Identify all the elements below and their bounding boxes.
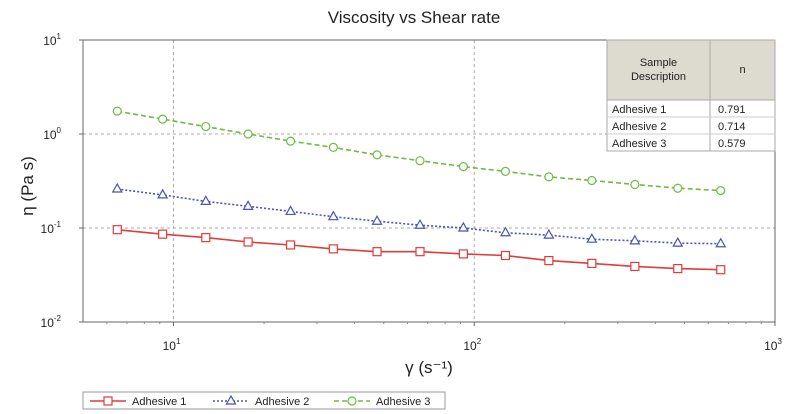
data-point: [372, 150, 382, 160]
x-tick-label: 102: [463, 337, 481, 353]
data-point: [200, 195, 212, 205]
legend-label: Adhesive 3: [376, 396, 430, 408]
series-1: [112, 225, 726, 275]
data-point: [543, 228, 555, 239]
table-header-word: Description: [631, 71, 686, 83]
table-cell-n: 0.791: [718, 104, 746, 116]
y-axis-label: η (Pa s): [18, 156, 37, 216]
data-point: [500, 166, 511, 177]
x-tick-label: 101: [163, 337, 181, 353]
data-point: [327, 210, 339, 221]
data-point: [630, 179, 640, 190]
legend-label: Adhesive 1: [132, 396, 186, 408]
data-point: [371, 215, 383, 225]
data-point: [630, 261, 640, 272]
table-header: [606, 39, 776, 101]
data-point: [672, 236, 684, 247]
data-point: [372, 247, 382, 257]
y-tick-label-base: 10: [41, 316, 55, 330]
table-cell-sample: Adhesive 2: [612, 121, 666, 133]
table-cell-n: 0.579: [718, 138, 746, 150]
y-tick-label-base: 10: [43, 128, 57, 142]
y-tick-label-exponent: 0: [57, 126, 62, 135]
data-point: [587, 258, 597, 269]
legend-label: Adhesive 2: [255, 396, 309, 408]
data-point: [458, 161, 468, 172]
legend-item-1: Adhesive 1: [90, 396, 186, 408]
table-header-word: Sample: [640, 57, 677, 69]
legend-marker: [347, 396, 357, 406]
data-point: [243, 237, 253, 247]
data-point: [586, 232, 598, 243]
data-point: [673, 183, 683, 193]
data-point: [544, 255, 554, 266]
y-tick-label: 101: [43, 32, 61, 48]
x-tick-label: 103: [764, 337, 782, 353]
data-point: [415, 247, 425, 257]
data-point: [673, 263, 683, 274]
data-point: [414, 219, 426, 229]
table-header-sample: Sample Description: [631, 57, 686, 83]
data-point: [243, 129, 253, 139]
y-tick-label-exponent: -2: [54, 314, 62, 323]
y-tick-label: 100: [43, 126, 61, 142]
data-point: [457, 221, 469, 232]
plot-frame: [82, 39, 776, 323]
data-point: [415, 156, 425, 166]
legend-item-2: Adhesive 2: [213, 394, 309, 408]
y-tick-label-exponent: 1: [57, 32, 62, 41]
data-point: [285, 136, 296, 146]
x-tick-label-exponent: 3: [777, 337, 782, 346]
data-point: [715, 237, 727, 248]
y-tick-label-base: 10: [41, 222, 55, 236]
series-2: [111, 182, 727, 248]
data-point: [328, 244, 338, 254]
y-tick-label: 10-1: [41, 220, 62, 236]
data-point: [158, 114, 168, 124]
data-point: [111, 182, 123, 193]
n-value-table: Sample Description n Adhesive 1 0.791 Adhesiv…: [606, 39, 776, 152]
data-point: [285, 240, 296, 250]
data-point: [201, 121, 211, 132]
data-point: [328, 142, 338, 153]
series-layer: [111, 106, 727, 275]
data-point: [201, 233, 211, 243]
x-tick-label-base: 10: [163, 339, 177, 353]
x-tick-label-exponent: 1: [176, 337, 181, 346]
data-point: [285, 205, 297, 216]
table-cell-n: 0.714: [718, 121, 746, 133]
data-point: [716, 185, 726, 196]
table-header-n: n: [739, 64, 745, 76]
series-3: [112, 106, 726, 196]
legend-marker: [225, 394, 237, 405]
data-point: [716, 265, 726, 275]
data-point: [544, 172, 554, 182]
legend-item-3: Adhesive 3: [334, 396, 430, 408]
y-tick-label-exponent: -1: [54, 220, 62, 229]
chart-title: Viscosity vs Shear rate: [328, 8, 501, 27]
x-tick-label-exponent: 2: [477, 337, 482, 346]
data-point: [458, 249, 468, 259]
data-point: [242, 200, 254, 210]
data-point: [500, 250, 511, 261]
table-cell-sample: Adhesive 3: [612, 138, 666, 150]
x-tick-label-base: 10: [764, 339, 778, 353]
data-point: [158, 229, 168, 239]
data-point: [157, 188, 169, 199]
y-tick-label: 10-2: [41, 314, 62, 330]
data-point: [587, 175, 597, 186]
x-tick-label-base: 10: [463, 339, 477, 353]
data-point: [112, 106, 122, 116]
y-tick-label-base: 10: [43, 34, 57, 48]
data-point: [499, 226, 512, 237]
data-point: [112, 225, 122, 235]
legend-marker: [103, 396, 113, 406]
data-point: [629, 234, 641, 245]
x-axis-label: γ (s⁻¹): [405, 358, 453, 377]
table-cell-sample: Adhesive 1: [612, 104, 666, 116]
legend: Adhesive 1 Adhesive 2 Adhesive 3: [82, 391, 446, 410]
